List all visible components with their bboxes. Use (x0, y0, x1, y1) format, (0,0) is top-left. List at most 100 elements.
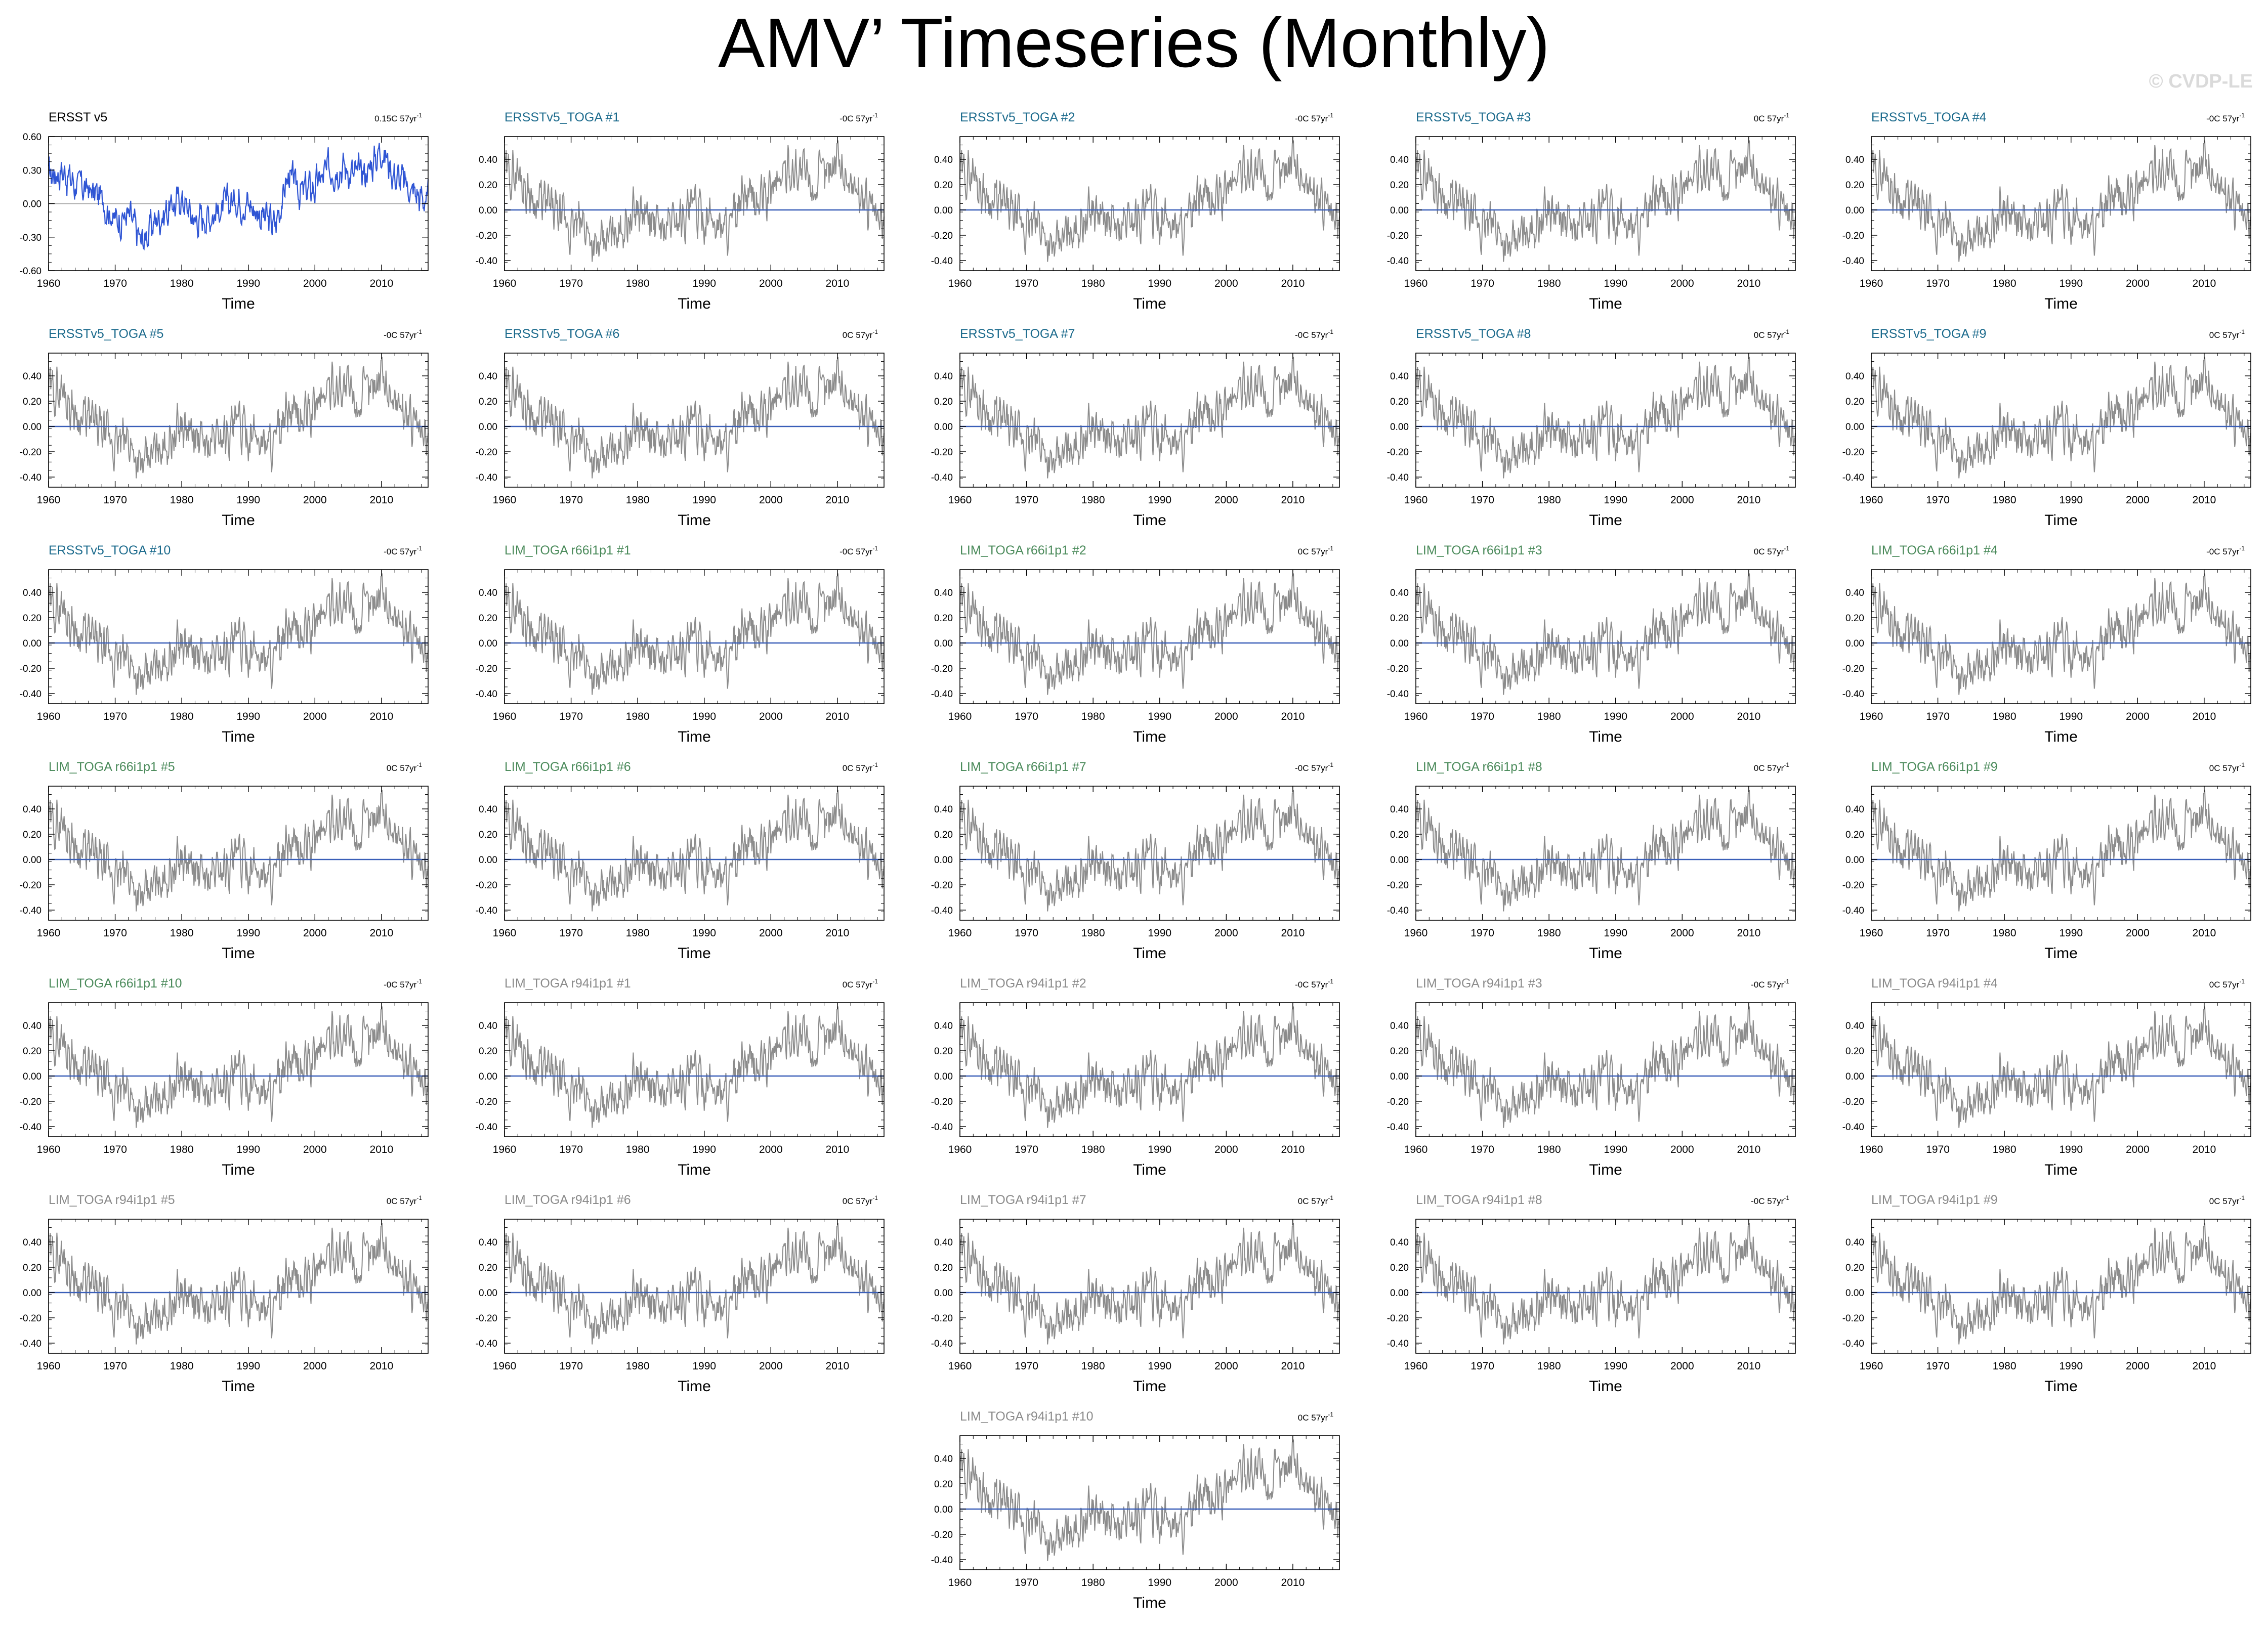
y-tick-label: -0.40 (476, 689, 497, 700)
x-tick-label: 1990 (1148, 494, 1171, 506)
panel-26: LIM_TOGA r94i1p1 #5 0C 57yr-1 0.40 0.20 0.00… (20, 1193, 429, 1395)
y-tick-label: 0.40 (1845, 371, 1864, 382)
x-tick-label: 1970 (1471, 1144, 1494, 1155)
watermark: © CVDP-LE (2149, 71, 2253, 92)
x-tick-label: 1970 (1015, 927, 1038, 939)
x-tick-label: 1970 (103, 278, 127, 289)
y-tick-label: -0.20 (1842, 880, 1864, 891)
x-tick-label: 1980 (626, 278, 650, 289)
y-tick-label: -0.20 (476, 880, 497, 891)
x-tick-label: 2000 (1670, 278, 1694, 289)
member-series-line (959, 140, 1340, 262)
y-tick-label: 0.40 (1845, 1021, 1864, 1032)
trend-superscript: -1 (1784, 761, 1789, 768)
trend-superscript: -1 (1784, 328, 1789, 335)
y-tick-label: 0.00 (1845, 1071, 1864, 1082)
member-series-line (959, 1223, 1340, 1345)
x-tick-label: 1980 (1993, 927, 2017, 939)
panel-20: LIM_TOGA r66i1p1 #9 0C 57yr-1 0.40 0.20 0.00… (1842, 760, 2251, 962)
x-tick-label: 1960 (1860, 711, 1883, 722)
x-tick-label: 2010 (826, 494, 850, 506)
panel-30: LIM_TOGA r94i1p1 #9 0C 57yr-1 0.40 0.20 0.00… (1842, 1193, 2251, 1395)
x-tick-label: 2000 (2126, 278, 2150, 289)
trend-superscript: -1 (416, 761, 422, 768)
member-series-line (1871, 357, 2251, 479)
x-axis-label: Time (222, 1378, 255, 1395)
x-tick-label: 1960 (948, 278, 972, 289)
x-tick-label: 1960 (493, 494, 517, 506)
x-tick-label: 1980 (1993, 711, 2017, 722)
y-tick-label: 0.20 (23, 1046, 41, 1057)
x-tick-label: 1980 (170, 1360, 194, 1372)
plot-frame (959, 1219, 1340, 1354)
y-tick-label: 0.20 (23, 830, 41, 840)
panel-12: LIM_TOGA r66i1p1 #1 -0C 57yr-1 0.40 0.20 0.0… (476, 543, 885, 745)
y-tick-label: -0.20 (476, 1097, 497, 1107)
y-tick-label: 0.00 (1390, 205, 1409, 216)
x-tick-label: 2010 (370, 927, 394, 939)
y-tick-label: -0.40 (20, 1339, 41, 1349)
x-axis-label: Time (1133, 728, 1166, 745)
panel-title: ERSSTv5_TOGA #5 (49, 327, 163, 341)
y-tick-label: 0.20 (23, 613, 41, 624)
x-tick-label: 2010 (1281, 927, 1305, 939)
x-tick-label: 1970 (1015, 1360, 1038, 1372)
y-tick-label: 0.40 (1390, 588, 1409, 598)
plot-frame (504, 1002, 885, 1137)
x-tick-label: 2000 (303, 927, 327, 939)
x-tick-label: 2000 (303, 278, 327, 289)
panel-title: ERSSTv5_TOGA #8 (1416, 327, 1531, 341)
y-tick-label: 0.20 (1845, 180, 1864, 191)
y-tick-label: -0.40 (1842, 1339, 1864, 1349)
x-tick-label: 1990 (2059, 711, 2083, 722)
x-tick-label: 1970 (1015, 1144, 1038, 1155)
panel-4: ERSSTv5_TOGA #3 0C 57yr-1 0.40 0.20 0.00 -0.2… (1387, 110, 1796, 312)
y-tick-label: -0.40 (476, 1122, 497, 1133)
x-tick-label: 2010 (2193, 927, 2216, 939)
x-tick-label: 2000 (1670, 1360, 1694, 1372)
y-tick-label: 0.40 (23, 371, 41, 382)
panel-title: ERSSTv5_TOGA #4 (1871, 110, 1987, 124)
x-tick-label: 2000 (1670, 711, 1694, 722)
y-tick-label: -0.40 (1387, 472, 1409, 483)
panel-title: LIM_TOGA r94i1p1 #7 (960, 1193, 1086, 1207)
plot-frame (1871, 353, 2251, 488)
x-tick-label: 2010 (1737, 711, 1761, 722)
y-tick-label: -0.40 (1387, 689, 1409, 700)
x-tick-label: 1960 (1404, 711, 1428, 722)
y-tick-label: -0.20 (1387, 1313, 1409, 1324)
x-tick-label: 1970 (1926, 1360, 1950, 1372)
y-tick-label: -0.20 (476, 664, 497, 674)
y-tick-label: -0.40 (20, 1122, 41, 1133)
trend-superscript: -1 (1328, 1194, 1333, 1201)
x-tick-label: 2000 (2126, 494, 2150, 506)
x-tick-label: 1990 (1604, 1360, 1627, 1372)
x-tick-label: 1990 (1148, 1360, 1171, 1372)
y-tick-label: 0.20 (1845, 1046, 1864, 1057)
y-tick-label: 0.00 (1845, 855, 1864, 866)
trend-label: -0C 57yr-1 (2206, 545, 2245, 556)
y-tick-label: -0.30 (20, 233, 41, 243)
x-tick-label: 2000 (1214, 1577, 1238, 1588)
x-tick-label: 1980 (626, 494, 650, 506)
x-tick-label: 2010 (1281, 278, 1305, 289)
x-tick-label: 1990 (692, 1360, 716, 1372)
trend-superscript: -1 (1328, 978, 1333, 985)
x-tick-label: 1990 (236, 711, 260, 722)
x-tick-label: 1970 (103, 1360, 127, 1372)
x-axis-label: Time (678, 512, 711, 529)
y-tick-label: 0.00 (1845, 205, 1864, 216)
trend-superscript: -1 (872, 328, 878, 335)
plot-frame (1871, 136, 2251, 271)
trend-superscript: -1 (1328, 761, 1333, 768)
panel-9: ERSSTv5_TOGA #8 0C 57yr-1 0.40 0.20 0.00 -0.2… (1387, 327, 1796, 529)
trend-label: 0C 57yr-1 (2209, 1194, 2245, 1206)
y-tick-label: 0.40 (934, 804, 953, 815)
y-tick-label: 0.00 (1390, 1071, 1409, 1082)
member-series-line (1415, 1223, 1796, 1345)
y-tick-label: 0.40 (1390, 804, 1409, 815)
x-tick-label: 1990 (692, 494, 716, 506)
x-axis-label: Time (1133, 295, 1166, 312)
y-tick-label: 0.40 (23, 588, 41, 598)
trend-label: 0C 57yr-1 (843, 328, 878, 340)
